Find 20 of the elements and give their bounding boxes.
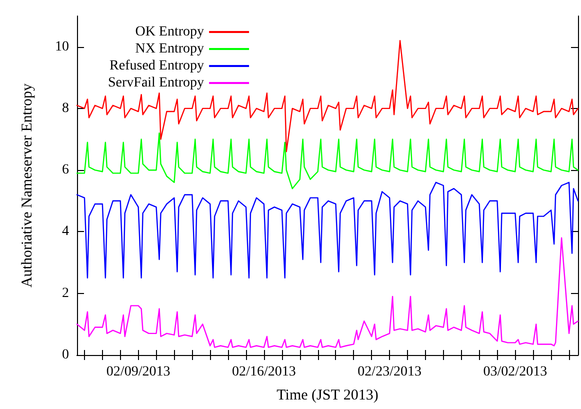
legend-label: OK Entropy [135, 24, 204, 40]
legend-label: NX Entropy [135, 42, 204, 56]
line-series [76, 237, 579, 348]
x-tick-label: 02/09/2013 [106, 364, 170, 380]
line-series [76, 40, 579, 152]
line-series [76, 182, 579, 279]
x-axis-title: Time (JST 2013) [276, 388, 378, 404]
y-tick-label: 2 [62, 286, 69, 301]
y-tick-label: 10 [55, 39, 69, 54]
y-axis-title: Authoriative Nameserver Entropy [20, 82, 36, 288]
y-tick-label: 8 [62, 100, 69, 116]
legend-label: ServFail Entropy [108, 76, 204, 90]
x-tick-label: 03/02/2013 [483, 364, 548, 380]
y-tick-label: 0 [62, 348, 69, 362]
x-tick-label: 02/16/2013 [232, 364, 296, 380]
y-tick-label: 6 [62, 162, 69, 178]
x-tick-label: 02/23/2013 [358, 364, 422, 380]
legend-label: Refused Entropy [110, 58, 204, 74]
y-tick-label: 4 [62, 224, 69, 240]
line-series [76, 132, 579, 190]
